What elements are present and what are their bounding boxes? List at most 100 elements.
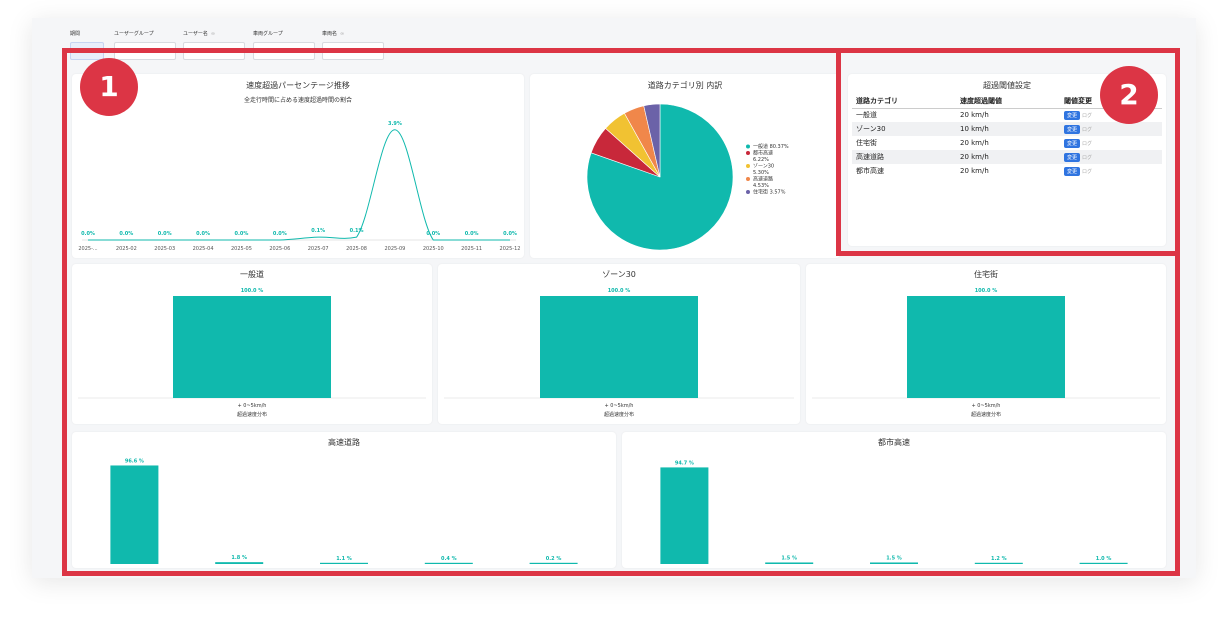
bar-chart-residential: 住宅街 100.0 % + 0~5km/h 超過速度分布 xyxy=(812,269,1160,418)
x-axis-label: 超過速度分布 xyxy=(237,411,267,418)
bar xyxy=(424,562,473,564)
x-axis-label: 超過速度分布 xyxy=(971,411,1001,418)
bar xyxy=(765,562,814,564)
bar-card-zone30: ゾーン30 100.0 % + 0~5km/h 超過速度分布 xyxy=(438,264,800,424)
filter-vehicle-name[interactable]: 車両名 ∞ xyxy=(322,30,384,60)
legend-percent: 4.53% xyxy=(753,183,769,189)
line-chart-title: 速度超過パーセンテージ推移 xyxy=(246,81,350,90)
legend-label: 高速道路 xyxy=(753,176,773,183)
x-tick-label: 2025-06 xyxy=(269,246,290,252)
data-label: 0.0% xyxy=(196,231,210,237)
pie-chart-title: 道路カテゴリ別 内訳 xyxy=(647,81,723,90)
legend-label: 一般道 80.37% xyxy=(753,143,789,150)
table-row: 一般道 20 km/h 変更 ログ xyxy=(852,108,1162,122)
data-label: 0.0% xyxy=(426,231,440,237)
change-button[interactable]: 変更 xyxy=(1064,124,1081,134)
bar xyxy=(870,562,918,564)
threshold-cell: 20 km/h xyxy=(960,167,989,175)
change-button[interactable]: 変更 xyxy=(1064,152,1081,162)
link-icon[interactable]: ∞ xyxy=(340,31,345,37)
data-label: 0.0% xyxy=(465,231,479,237)
data-label: 1.2 % xyxy=(991,556,1007,562)
filter-period[interactable]: 期間 xyxy=(70,30,104,60)
bar-card-residential: 住宅街 100.0 % + 0~5km/h 超過速度分布 xyxy=(806,264,1166,424)
data-label: 0.1% xyxy=(350,228,364,234)
x-tick-label: + 0~5km/h xyxy=(605,403,634,409)
x-tick-label: 2025-02 xyxy=(116,246,137,252)
threshold-title: 超過閾値設定 xyxy=(983,81,1031,90)
filter-label: ユーザーグループ xyxy=(114,31,154,37)
bar-chart-title: 高速道路 xyxy=(328,437,360,447)
log-link[interactable]: ログ xyxy=(1082,126,1093,133)
log-link[interactable]: ログ xyxy=(1082,112,1093,119)
legend-percent: 6.22% xyxy=(753,157,769,163)
threshold-cell: 20 km/h xyxy=(960,111,989,120)
filter-user-name[interactable]: ユーザー名 ∞ xyxy=(183,30,245,60)
bar xyxy=(215,562,264,564)
threshold-cell: 10 km/h xyxy=(956,122,1060,136)
bar-card-urban-expressway: 都市高速 94.7 % 1.5 % 1.5 % 1.2 % 1.0 % xyxy=(622,432,1166,568)
bar-card-expressway: 高速道路 96.6 % 1.8 % 1.1 % 0.4 % 0.2 % xyxy=(72,432,616,568)
bar xyxy=(529,562,578,564)
filter-label: ユーザー名 xyxy=(183,31,208,37)
log-link[interactable]: ログ xyxy=(1082,140,1093,147)
bar-chart-title: 一般道 xyxy=(240,269,264,279)
log-link[interactable]: ログ xyxy=(1082,154,1093,161)
change-button[interactable]: 変更 xyxy=(1064,110,1081,120)
bar-chart-urban-expressway: 都市高速 94.7 % 1.5 % 1.5 % 1.2 % 1.0 % xyxy=(660,437,1128,564)
highlight-box-1 xyxy=(62,48,1180,576)
legend-percent: 5.30% xyxy=(753,170,769,176)
x-tick-label: 2025-08 xyxy=(346,246,367,252)
data-label: 100.0 % xyxy=(608,288,631,294)
bar-chart-expressway: 高速道路 96.6 % 1.8 % 1.1 % 0.4 % 0.2 % xyxy=(110,437,578,564)
data-label: 0.0% xyxy=(81,231,95,237)
x-tick-label: 2025-10 xyxy=(423,246,444,252)
threshold-cell: 20 km/h xyxy=(960,139,989,147)
data-label: 0.0% xyxy=(503,231,517,237)
filter-user-group[interactable]: ユーザーグループ xyxy=(114,30,176,60)
bar-chart-general-road: 一般道 100.0 % + 0~5km/h 超過速度分布 xyxy=(78,269,426,418)
legend-marker xyxy=(746,190,750,194)
table-row: ゾーン30 10 km/h 変更 ログ xyxy=(852,122,1162,136)
table-row: 都市高速 20 km/h 変更 ログ xyxy=(852,164,1162,178)
bar xyxy=(1079,562,1128,564)
road-category-card: 道路カテゴリ別 内訳 一般道 80.37% 都市高速 6.22% ゾーン30 5.30%… xyxy=(530,74,840,258)
filter-vehicle-group[interactable]: 車両グループ xyxy=(253,30,315,60)
data-label: 0.0% xyxy=(119,231,133,237)
data-label: 100.0 % xyxy=(975,288,998,294)
x-tick-label: 2025-12 xyxy=(500,246,521,252)
legend-marker xyxy=(746,144,750,149)
line-chart-subtitle: 全走行時間に占める速度超過時間の割合 xyxy=(243,97,352,104)
category-cell: ゾーン30 xyxy=(852,122,956,136)
bar xyxy=(660,467,709,564)
bar-card-general-road: 一般道 100.0 % + 0~5km/h 超過速度分布 xyxy=(72,264,432,424)
bar-chart-title: 住宅街 xyxy=(974,269,998,279)
link-icon[interactable]: ∞ xyxy=(210,31,216,37)
category-cell: 高速道路 xyxy=(852,150,956,164)
overspeed-trend-card: 速度超過パーセンテージ推移 全走行時間に占める速度超過時間の割合 0.0% 202… xyxy=(72,74,524,258)
threshold-cell: 20 km/h xyxy=(956,150,1060,164)
x-tick-label: 2025-03 xyxy=(154,246,175,252)
bar-chart-title: 都市高速 xyxy=(878,437,910,447)
change-button[interactable]: 変更 xyxy=(1064,166,1081,176)
bar-chart-title: ゾーン30 xyxy=(602,270,636,279)
bar xyxy=(110,465,159,564)
x-tick-label: + 0~5km/h xyxy=(238,403,267,409)
x-tick-label: 2025-09 xyxy=(384,246,405,252)
legend-label: 都市高速 xyxy=(753,150,773,157)
change-button[interactable]: 変更 xyxy=(1064,138,1081,148)
x-tick-label: 2025-07 xyxy=(308,246,329,252)
filter-label: 車両グループ xyxy=(253,31,283,37)
bar xyxy=(173,296,331,398)
x-tick-label: 2025-... xyxy=(78,246,98,252)
category-cell: 都市高速 xyxy=(856,167,884,175)
highlight-box-2 xyxy=(836,48,1180,256)
data-label: 1.8 % xyxy=(231,555,247,561)
data-label: 94.7 % xyxy=(675,460,694,466)
badge-one: 1 xyxy=(80,58,138,116)
data-label: 0.0% xyxy=(235,231,249,237)
x-tick-label: + 0~5km/h xyxy=(972,403,1001,409)
filter-label: 期間 xyxy=(70,31,81,37)
bar xyxy=(540,296,698,398)
log-link[interactable]: ログ xyxy=(1082,168,1093,175)
